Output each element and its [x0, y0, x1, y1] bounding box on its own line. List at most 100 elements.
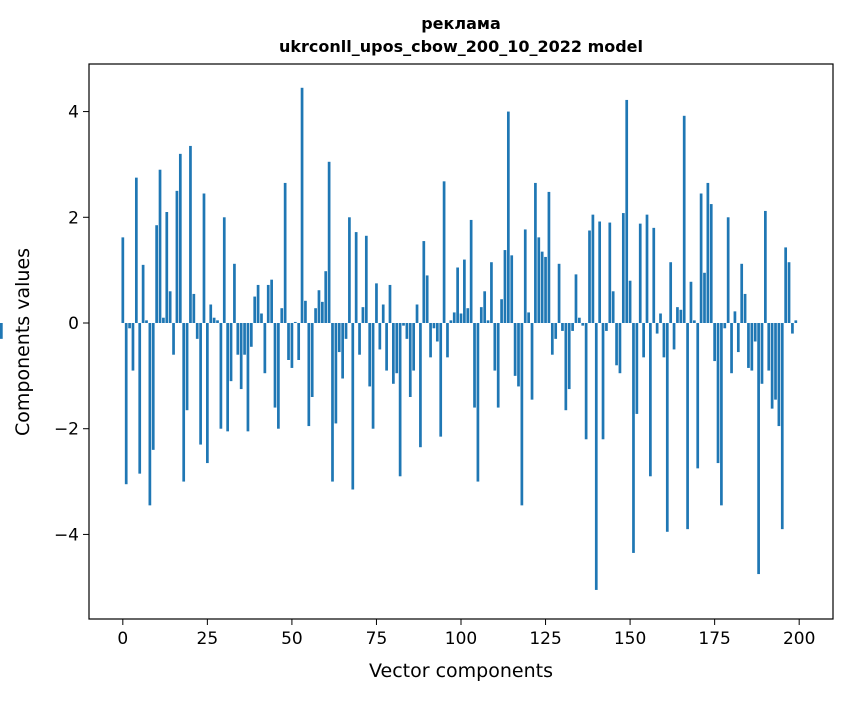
- bar: [419, 323, 422, 448]
- bar: [307, 323, 311, 427]
- bar: [652, 227, 656, 323]
- bar: [588, 230, 591, 323]
- y-tick-label: 4: [68, 103, 79, 123]
- bar: [503, 250, 507, 323]
- bar: [608, 222, 612, 323]
- bar: [192, 293, 196, 323]
- bar: [709, 204, 713, 323]
- bar: [165, 212, 169, 323]
- bar: [162, 317, 165, 323]
- bar: [520, 323, 524, 506]
- bar: [415, 304, 419, 323]
- bar: [216, 320, 219, 323]
- bar: [665, 323, 669, 532]
- bar: [544, 256, 547, 323]
- bar: [770, 323, 774, 409]
- bar: [283, 182, 287, 323]
- bar: [473, 323, 476, 408]
- bar: [219, 323, 223, 429]
- bar: [253, 296, 257, 323]
- bar: [172, 323, 175, 355]
- bar: [679, 309, 683, 323]
- bar: [777, 323, 781, 427]
- bar: [550, 323, 554, 355]
- bar: [686, 323, 689, 530]
- x-axis-label: Vector components: [369, 660, 553, 682]
- bar: [297, 323, 301, 360]
- bar: [422, 241, 426, 323]
- bar: [534, 182, 537, 323]
- bar: [300, 87, 304, 323]
- bar: [476, 323, 480, 482]
- bar: [354, 232, 358, 323]
- bar: [226, 323, 230, 432]
- bar: [256, 284, 260, 323]
- bar: [780, 323, 784, 530]
- bar: [392, 323, 395, 384]
- chart-subtitle: ukrconll_upos_cbow_200_10_2022 model: [279, 37, 643, 56]
- bar: [337, 323, 341, 353]
- y-tick-label: 0: [68, 314, 79, 334]
- bar: [249, 323, 253, 347]
- bar: [642, 323, 645, 358]
- bar: [202, 193, 206, 323]
- bar: [243, 323, 246, 355]
- bar: [290, 323, 294, 368]
- bar: [178, 153, 182, 323]
- bar: [412, 323, 416, 371]
- bar: [456, 267, 459, 323]
- bar: [767, 323, 771, 371]
- bar: [554, 323, 558, 339]
- bar: [375, 283, 378, 323]
- bar: [425, 275, 429, 323]
- x-tick-label: 125: [529, 629, 561, 649]
- bar: [479, 307, 483, 323]
- bar: [723, 323, 727, 329]
- bar: [490, 262, 493, 323]
- bar: [605, 323, 608, 331]
- bar: [155, 225, 158, 323]
- bar: [371, 323, 375, 429]
- bar: [158, 169, 162, 323]
- bar: [402, 323, 405, 326]
- bar: [699, 193, 703, 323]
- bar: [304, 300, 307, 323]
- bar: [368, 323, 372, 387]
- bar: [591, 214, 595, 323]
- bar: [446, 323, 449, 358]
- bars-layer: [0, 87, 798, 590]
- bar: [527, 312, 530, 323]
- bar: [540, 251, 544, 323]
- bar: [408, 323, 412, 397]
- chart-title: реклама: [421, 14, 501, 33]
- bar: [209, 304, 213, 323]
- bar: [358, 323, 361, 355]
- bar: [141, 264, 145, 323]
- bar: [706, 182, 710, 323]
- bar: [659, 313, 662, 323]
- bar: [236, 323, 240, 355]
- bar: [784, 247, 788, 323]
- bar: [317, 290, 321, 323]
- bar: [615, 323, 618, 366]
- bar: [578, 317, 581, 323]
- bar: [121, 237, 125, 323]
- bar: [182, 323, 186, 482]
- bar: [594, 323, 598, 590]
- x-tick-label: 150: [614, 629, 646, 649]
- x-tick-label: 75: [366, 629, 388, 649]
- bar: [682, 115, 686, 323]
- bar: [736, 323, 740, 353]
- bar: [513, 323, 517, 376]
- bar: [273, 323, 277, 408]
- bar: [463, 259, 466, 323]
- bar: [774, 323, 777, 400]
- bar: [561, 323, 564, 331]
- bar: [334, 323, 338, 424]
- bar: [760, 323, 764, 384]
- bar: [432, 323, 436, 329]
- bar: [757, 323, 760, 575]
- bar: [212, 317, 216, 323]
- bar: [493, 323, 497, 371]
